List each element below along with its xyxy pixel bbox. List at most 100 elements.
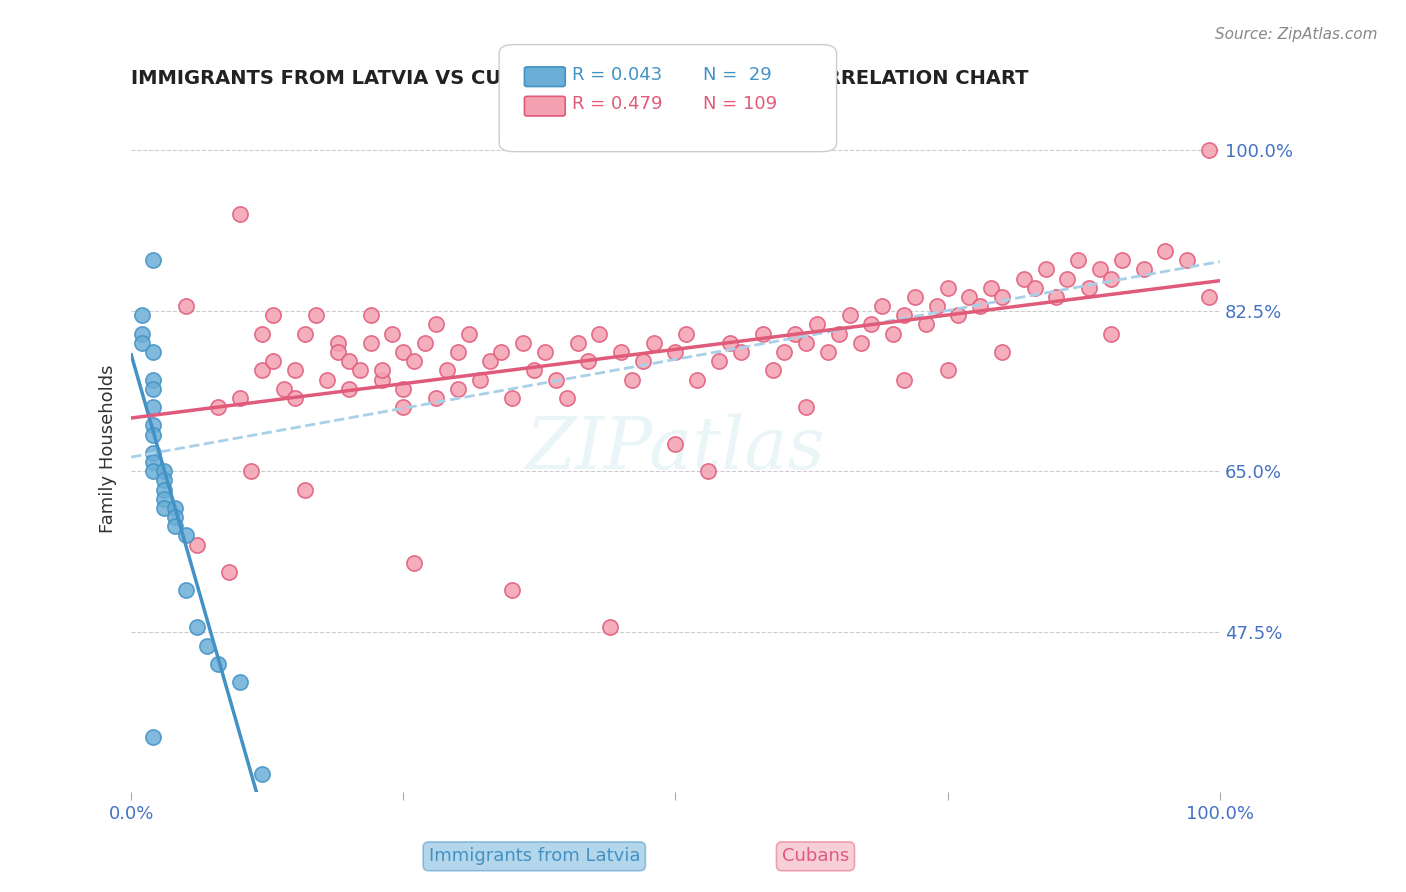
Point [142,418,165,433]
Y-axis label: Family Households: Family Households [100,364,117,533]
Point [1088,262,1111,277]
Point [980,281,1002,295]
Point [588,326,610,341]
Point [882,326,904,341]
Point [273,382,295,396]
Point [675,326,697,341]
Text: N =  29: N = 29 [703,66,772,84]
Point [413,335,436,350]
Point [392,382,415,396]
Point [131,326,153,341]
Point [501,391,523,405]
Point [838,308,860,322]
Point [1078,281,1101,295]
Point [250,363,273,377]
Point [904,290,927,304]
Point [969,299,991,313]
Point [872,299,894,313]
Point [936,281,959,295]
Point [1035,262,1057,277]
Point [1099,326,1122,341]
Point [142,253,165,268]
Point [337,354,360,368]
Point [392,345,415,359]
Point [163,510,186,524]
Point [142,464,165,478]
Point [174,528,197,542]
Point [142,731,165,745]
Point [425,391,447,405]
Point [785,326,807,341]
Point [142,372,165,386]
Point [468,372,491,386]
Text: Source: ZipAtlas.com: Source: ZipAtlas.com [1215,27,1378,42]
Text: Cubans: Cubans [782,847,849,865]
Point [381,326,404,341]
Point [697,464,720,478]
Point [370,363,392,377]
Point [326,335,349,350]
Point [555,391,578,405]
Point [1067,253,1090,268]
Point [153,474,176,488]
Point [794,335,817,350]
Point [523,363,546,377]
Point [664,345,686,359]
Point [806,318,828,332]
Point [404,556,426,570]
Text: IMMIGRANTS FROM LATVIA VS CUBAN FAMILY HOUSEHOLDS CORRELATION CHART: IMMIGRANTS FROM LATVIA VS CUBAN FAMILY H… [131,69,1029,87]
Point [893,308,915,322]
Point [229,391,252,405]
Point [142,345,165,359]
Point [1024,281,1046,295]
Point [392,400,415,414]
Point [153,483,176,497]
Point [1198,290,1220,304]
Point [404,354,426,368]
Point [425,318,447,332]
Point [512,335,534,350]
Point [567,335,589,350]
Text: R = 0.043: R = 0.043 [572,66,662,84]
Point [337,382,360,396]
Text: Immigrants from Latvia: Immigrants from Latvia [429,847,640,865]
Point [447,345,470,359]
Point [316,372,339,386]
Text: R = 0.479: R = 0.479 [572,95,662,113]
Point [447,382,470,396]
Point [142,382,165,396]
Point [957,290,980,304]
Point [1111,253,1133,268]
Point [599,620,621,634]
Point [186,620,208,634]
Point [491,345,513,359]
Point [250,767,273,781]
Point [544,372,567,386]
Point [207,657,229,671]
Point [294,326,316,341]
Point [1056,271,1078,285]
Point [250,326,273,341]
Point [153,500,176,515]
Point [163,500,186,515]
Point [207,400,229,414]
Point [1154,244,1177,259]
Point [283,391,305,405]
Point [294,483,316,497]
Point [229,675,252,690]
Point [283,363,305,377]
Point [142,400,165,414]
Point [1198,143,1220,157]
Point [707,354,730,368]
Point [142,446,165,460]
Point [643,335,665,350]
Point [534,345,557,359]
Point [153,464,176,478]
Point [828,326,851,341]
Point [153,491,176,506]
Point [197,639,219,653]
Point [1045,290,1067,304]
Point [457,326,479,341]
Point [370,372,392,386]
Point [1099,271,1122,285]
